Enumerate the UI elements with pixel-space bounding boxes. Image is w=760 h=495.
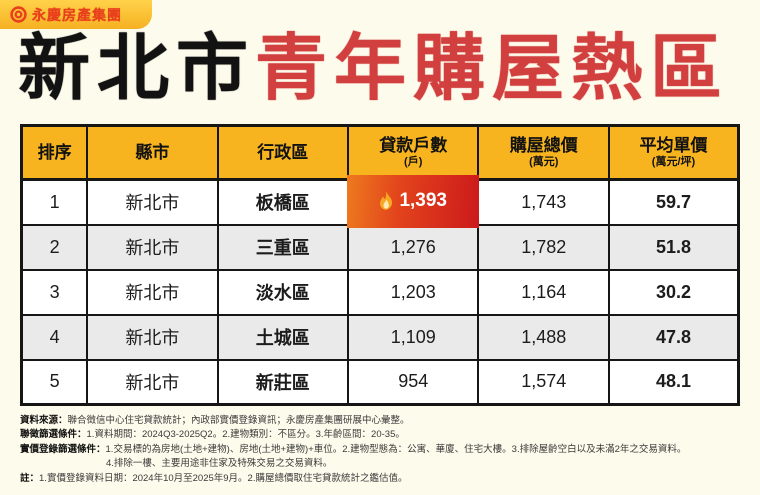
cell-price: 1,782	[477, 223, 610, 271]
note-text: 1.交易標的為房地(土地+建物)、房地(土地+建物)+車位。2.建物型態為：公寓…	[105, 443, 687, 455]
note-registry-criteria-cont: 4.排除一樓、主要用途非住家及特殊交易之交易資料。	[106, 458, 333, 470]
cell-loans: 954	[346, 358, 480, 406]
note-label: 註：	[20, 472, 40, 484]
header-rank: 排序	[20, 124, 89, 181]
brand-badge: 永慶房產集團	[0, 0, 152, 29]
cell-city: 新北市	[86, 178, 219, 226]
table-row-3: 3 新北市 淡水區 1,203 1,164 30.2	[20, 268, 740, 316]
note-source: 資料來源：聯合徵信中心住宅貸款統計；內政部實價登錄資訊；永慶房產集團研展中心彙整…	[20, 414, 746, 428]
table-row-4: 4 新北市 土城區 1,109 1,488 47.8	[20, 313, 740, 361]
cell-price: 1,743	[477, 178, 610, 226]
cell-unit-price: 48.1	[607, 358, 740, 406]
cell-city: 新北市	[86, 358, 219, 406]
cell-city: 新北市	[86, 268, 219, 316]
note-remark: 註：1.實價登錄資料日期：2024年10月至2025年9月。2.購屋總價取住宅貸…	[20, 472, 746, 486]
note-label: 資料來源：	[20, 415, 68, 426]
cell-price: 1,488	[477, 313, 610, 361]
cell-loans: 1,203	[346, 268, 480, 316]
cell-unit-price: 51.8	[607, 223, 740, 271]
cell-rank: 4	[20, 313, 89, 361]
header-city: 縣市	[86, 124, 219, 181]
cell-district: 新莊區	[216, 358, 349, 406]
note-text: 1.資料期間：2024Q3-2025Q2。2.建物類別：不區分。3.年齡區間：2…	[86, 429, 405, 441]
brand-name: 永慶房產集團	[32, 6, 122, 23]
note-text: 1.實價登錄資料日期：2024年10月至2025年9月。2.購屋總價取住宅貸款統…	[39, 472, 408, 484]
header-row: 排序 縣市 行政區 貸款戶數 (戶) 購屋總價 (萬元) 平均單價 (萬元/坪)	[20, 124, 740, 181]
note-label: 實價登錄篩選條件：	[20, 443, 106, 455]
cell-price: 1,164	[477, 268, 610, 316]
cell-unit-price: 59.7	[607, 178, 740, 226]
header-price: 購屋總價 (萬元)	[477, 124, 610, 181]
flame-icon	[380, 191, 393, 210]
loans-value: 1,393	[399, 190, 447, 212]
note-registry-criteria: 實價登錄篩選條件：1.交易標的為房地(土地+建物)、房地(土地+建物)+車位。2…	[20, 443, 746, 457]
cell-unit-price: 47.8	[607, 313, 740, 361]
cell-district: 板橋區	[216, 178, 349, 226]
cell-loans-hot: 1,393	[346, 175, 480, 228]
header-loans: 貸款戶數 (戶)	[346, 124, 480, 181]
note-jcic-criteria: 聯徵篩選條件：1.資料期間：2024Q3-2025Q2。2.建物類別：不區分。3…	[20, 428, 746, 442]
cell-rank: 5	[20, 358, 89, 406]
table-row-5: 5 新北市 新莊區 954 1,574 48.1	[20, 358, 740, 406]
footnotes: 資料來源：聯合徵信中心住宅貸款統計；內政部實價登錄資訊；永慶房產集團研展中心彙整…	[20, 414, 746, 486]
cell-unit-price: 30.2	[607, 268, 740, 316]
table-row-2: 2 新北市 三重區 1,276 1,782 51.8	[20, 223, 740, 271]
table-header: 排序 縣市 行政區 貸款戶數 (戶) 購屋總價 (萬元) 平均單價 (萬元/坪)	[20, 124, 740, 181]
title-topic: 青年購屋熱區	[255, 29, 730, 109]
cell-city: 新北市	[86, 313, 219, 361]
cell-district: 淡水區	[216, 268, 349, 316]
page-title: 新北市青年購屋熱區	[18, 29, 730, 109]
note-label: 聯徵篩選條件：	[20, 429, 87, 441]
cell-loans: 1,109	[346, 313, 480, 361]
cell-rank: 3	[20, 268, 89, 316]
title-city: 新北市	[18, 29, 256, 109]
cell-price: 1,574	[477, 358, 610, 406]
cell-rank: 2	[20, 223, 89, 271]
cell-district: 土城區	[216, 313, 349, 361]
cell-city: 新北市	[86, 223, 219, 271]
cell-district: 三重區	[216, 223, 349, 271]
cell-rank: 1	[20, 178, 89, 226]
header-unit-price: 平均單價 (萬元/坪)	[607, 124, 740, 181]
table-body: 1 新北市 板橋區 1,393 1,743 59.7 2 新	[20, 175, 740, 406]
table-row-1: 1 新北市 板橋區 1,393 1,743 59.7	[20, 175, 740, 228]
hot-zone-table: 排序 縣市 行政區 貸款戶數 (戶) 購屋總價 (萬元) 平均單價 (萬元/坪) 1 …	[20, 124, 740, 406]
header-district: 行政區	[216, 124, 349, 181]
brand-logo-icon	[10, 6, 27, 23]
hot-highlight: 1,393	[346, 175, 480, 228]
cell-loans: 1,276	[346, 223, 480, 271]
note-text: 聯合徵信中心住宅貸款統計；內政部實價登錄資訊；永慶房產集團研展中心彙整。	[67, 415, 410, 426]
